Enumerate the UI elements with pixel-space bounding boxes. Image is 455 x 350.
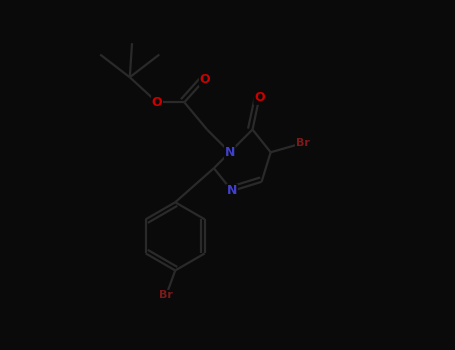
Text: O: O (199, 73, 210, 86)
Text: Br: Br (296, 138, 309, 148)
Text: O: O (152, 96, 162, 109)
Text: O: O (254, 91, 265, 104)
Text: N: N (225, 146, 235, 159)
Text: Br: Br (159, 290, 173, 300)
Text: N: N (227, 184, 237, 197)
